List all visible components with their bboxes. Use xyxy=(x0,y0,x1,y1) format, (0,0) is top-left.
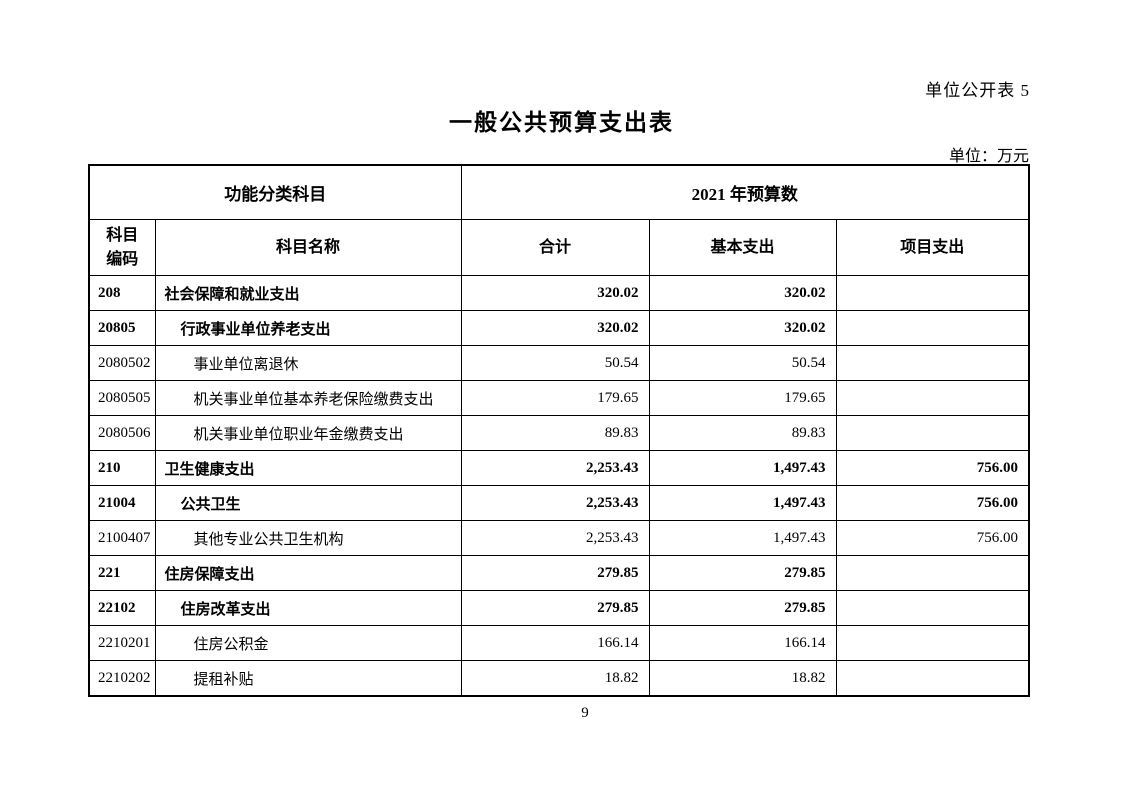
header-subject-code: 科目 编码 xyxy=(88,219,156,276)
basic-expenditure-cell: 89.83 xyxy=(648,415,837,451)
table-header-group-row: 功能分类科目 2021 年预算数 xyxy=(88,164,1030,220)
basic-expenditure-cell: 179.65 xyxy=(648,380,837,416)
subject-code-cell: 210 xyxy=(88,450,156,486)
basic-expenditure-cell: 18.82 xyxy=(648,660,837,697)
page-number: 9 xyxy=(581,705,589,721)
header-functional-classification: 功能分类科目 xyxy=(88,164,462,220)
subject-code-cell: 2080505 xyxy=(88,380,156,416)
table-row: 2080506 机关事业单位职业年金缴费支出 89.83 89.83 xyxy=(88,415,1030,451)
basic-expenditure-cell: 279.85 xyxy=(648,555,837,591)
basic-expenditure-cell: 320.02 xyxy=(648,310,837,346)
total-value-cell: 320.02 xyxy=(460,275,650,311)
table-row: 21004 公共卫生 2,253.43 1,497.43 756.00 xyxy=(88,485,1030,521)
table-row: 20805 行政事业单位养老支出 320.02 320.02 xyxy=(88,310,1030,346)
basic-expenditure-cell: 50.54 xyxy=(648,345,837,381)
basic-expenditure-cell: 1,497.43 xyxy=(648,450,837,486)
table-row: 2210202 提租补贴 18.82 18.82 xyxy=(88,660,1030,697)
subject-name-cell: 机关事业单位基本养老保险缴费支出 xyxy=(154,380,462,416)
project-expenditure-cell xyxy=(835,660,1030,697)
total-value-cell: 2,253.43 xyxy=(460,450,650,486)
total-value-cell: 2,253.43 xyxy=(460,520,650,556)
subject-name-cell: 住房改革支出 xyxy=(154,590,462,626)
header-basic-expenditure: 基本支出 xyxy=(648,219,837,276)
project-expenditure-cell: 756.00 xyxy=(835,450,1030,486)
total-value-cell: 50.54 xyxy=(460,345,650,381)
subject-name-cell: 提租补贴 xyxy=(154,660,462,697)
subject-name-cell: 社会保障和就业支出 xyxy=(154,275,462,311)
header-subject-name: 科目名称 xyxy=(154,219,462,276)
project-expenditure-cell xyxy=(835,415,1030,451)
project-expenditure-cell xyxy=(835,275,1030,311)
header-project-expenditure: 项目支出 xyxy=(835,219,1030,276)
unit-note: 单位：万元 xyxy=(948,148,1029,165)
total-value-cell: 18.82 xyxy=(460,660,650,697)
basic-expenditure-cell: 1,497.43 xyxy=(648,485,837,521)
subject-code-cell: 2080506 xyxy=(88,415,156,451)
total-value-cell: 279.85 xyxy=(460,555,650,591)
total-value-cell: 320.02 xyxy=(460,310,650,346)
project-expenditure-cell xyxy=(835,555,1030,591)
basic-expenditure-cell: 320.02 xyxy=(648,275,837,311)
subject-name-cell: 其他专业公共卫生机构 xyxy=(154,520,462,556)
subject-name-cell: 行政事业单位养老支出 xyxy=(154,310,462,346)
table-row: 2080502 事业单位离退休 50.54 50.54 xyxy=(88,345,1030,381)
subject-code-cell: 22102 xyxy=(88,590,156,626)
header-subject-code-line1: 科目 xyxy=(106,226,139,244)
table-row: 22102 住房改革支出 279.85 279.85 xyxy=(88,590,1030,626)
subject-name-cell: 公共卫生 xyxy=(154,485,462,521)
subject-code-cell: 21004 xyxy=(88,485,156,521)
project-expenditure-cell xyxy=(835,625,1030,661)
subject-name-cell: 住房保障支出 xyxy=(154,555,462,591)
subject-code-cell: 2080502 xyxy=(88,345,156,381)
table-row: 221 住房保障支出 279.85 279.85 xyxy=(88,555,1030,591)
basic-expenditure-cell: 1,497.43 xyxy=(648,520,837,556)
project-expenditure-cell: 756.00 xyxy=(835,520,1030,556)
subject-code-cell: 2100407 xyxy=(88,520,156,556)
subject-code-cell: 2210201 xyxy=(88,625,156,661)
page-title: 一般公共预算支出表 xyxy=(449,110,674,136)
subject-name-cell: 住房公积金 xyxy=(154,625,462,661)
total-value-cell: 279.85 xyxy=(460,590,650,626)
basic-expenditure-cell: 279.85 xyxy=(648,590,837,626)
table-row: 2210201 住房公积金 166.14 166.14 xyxy=(88,625,1030,661)
corner-note: 单位公开表 5 xyxy=(925,81,1030,100)
table-row: 210 卫生健康支出 2,253.43 1,497.43 756.00 xyxy=(88,450,1030,486)
project-expenditure-cell xyxy=(835,380,1030,416)
table-row: 2100407 其他专业公共卫生机构 2,253.43 1,497.43 756… xyxy=(88,520,1030,556)
project-expenditure-cell: 756.00 xyxy=(835,485,1030,521)
project-expenditure-cell xyxy=(835,590,1030,626)
subject-code-cell: 221 xyxy=(88,555,156,591)
table-row: 2080505 机关事业单位基本养老保险缴费支出 179.65 179.65 xyxy=(88,380,1030,416)
project-expenditure-cell xyxy=(835,310,1030,346)
total-value-cell: 166.14 xyxy=(460,625,650,661)
total-value-cell: 179.65 xyxy=(460,380,650,416)
table-row: 208 社会保障和就业支出 320.02 320.02 xyxy=(88,275,1030,311)
total-value-cell: 2,253.43 xyxy=(460,485,650,521)
subject-code-cell: 20805 xyxy=(88,310,156,346)
subject-code-cell: 2210202 xyxy=(88,660,156,697)
project-expenditure-cell xyxy=(835,345,1030,381)
table-header-cols-row: 科目 编码 科目名称 合计 基本支出 项目支出 xyxy=(88,219,1030,276)
basic-expenditure-cell: 166.14 xyxy=(648,625,837,661)
subject-name-cell: 机关事业单位职业年金缴费支出 xyxy=(154,415,462,451)
subject-name-cell: 事业单位离退休 xyxy=(154,345,462,381)
header-2021-budget: 2021 年预算数 xyxy=(460,164,1030,220)
subject-code-cell: 208 xyxy=(88,275,156,311)
total-value-cell: 89.83 xyxy=(460,415,650,451)
subject-name-cell: 卫生健康支出 xyxy=(154,450,462,486)
header-total: 合计 xyxy=(460,219,650,276)
budget-table: 功能分类科目 2021 年预算数 科目 编码 科目名称 合计 基本支出 项目支出… xyxy=(88,164,1031,697)
header-subject-code-line2: 编码 xyxy=(106,250,139,268)
